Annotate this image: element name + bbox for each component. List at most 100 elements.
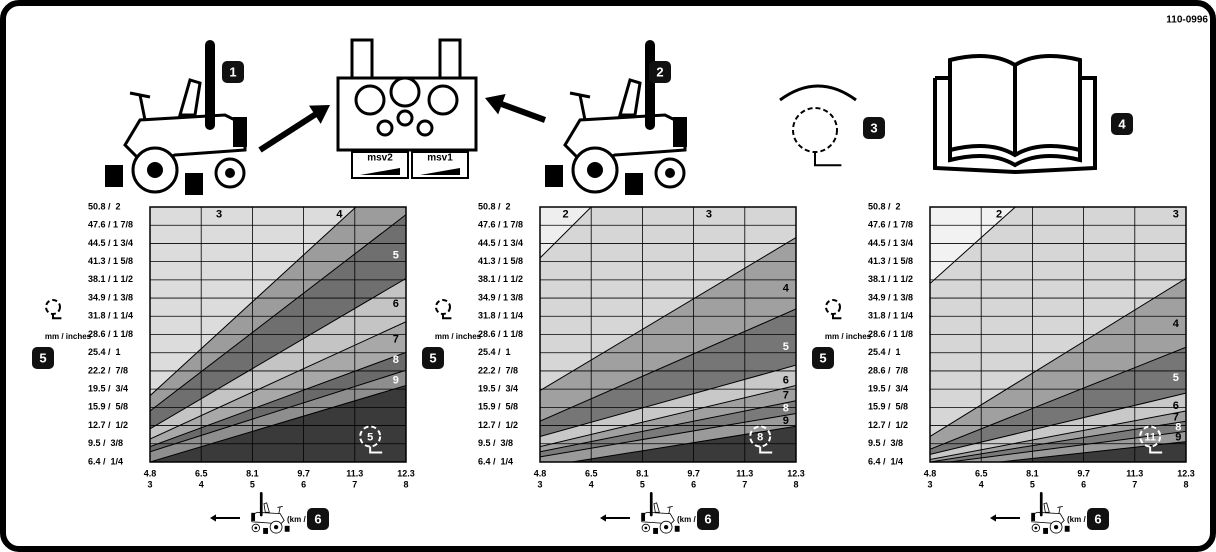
band-label: 6 bbox=[1173, 400, 1179, 412]
band-label: 5 bbox=[393, 249, 399, 261]
tractor-seat bbox=[263, 502, 270, 513]
x-label-km: 8.1 bbox=[1026, 468, 1039, 478]
callout-number: 1 bbox=[229, 64, 236, 79]
units-label: mm / inches bbox=[435, 332, 482, 341]
x-label-mph: 6 bbox=[691, 479, 696, 489]
reel-bracket bbox=[369, 446, 383, 454]
y-label: 31.8 / 1 1/4 bbox=[868, 311, 913, 321]
y-label: 47.6 / 1 7/8 bbox=[478, 220, 523, 230]
y-label: 6.4 / 1/4 bbox=[88, 456, 123, 466]
callout-box bbox=[697, 508, 719, 530]
y-label: 38.1 / 1 1/2 bbox=[88, 274, 133, 284]
band-label: 7 bbox=[783, 390, 789, 402]
callout-number: 6 bbox=[314, 511, 321, 526]
reel-bracket bbox=[442, 314, 452, 320]
x-label-km: 12.3 bbox=[787, 468, 805, 478]
callout-box bbox=[1087, 508, 1109, 530]
y-label: 12.7 / 1/2 bbox=[88, 420, 128, 430]
tractor-rops bbox=[1039, 492, 1043, 517]
band-boundary bbox=[150, 321, 406, 440]
valve-name: msv1 bbox=[427, 153, 453, 164]
reel-bracket bbox=[1149, 446, 1163, 454]
tractor-hub bbox=[1034, 526, 1038, 530]
x-label-mph: 5 bbox=[640, 479, 645, 489]
x-label-mph: 8 bbox=[403, 479, 408, 489]
y-label: 6.4 / 1/4 bbox=[478, 456, 513, 466]
x-label-mph: 3 bbox=[927, 479, 932, 489]
band-boundary bbox=[540, 385, 796, 448]
x-label-km: 9.7 bbox=[1077, 468, 1090, 478]
band-label: 5 bbox=[783, 341, 789, 353]
chart-frame bbox=[929, 206, 1187, 463]
arrow-head bbox=[485, 94, 506, 115]
tractor-hood bbox=[1031, 512, 1036, 521]
tractor-seat bbox=[178, 78, 202, 117]
valve-name: msv2 bbox=[367, 153, 393, 164]
tractor-steering bbox=[1057, 505, 1063, 514]
band-boundary bbox=[540, 207, 592, 259]
valve-gauge bbox=[360, 168, 400, 175]
y-label: 41.3 / 1 5/8 bbox=[88, 256, 133, 266]
callout-number: 4 bbox=[1118, 116, 1126, 131]
callout-box bbox=[649, 61, 671, 83]
band-boundary bbox=[930, 392, 1186, 455]
reel-blade-count: 5 bbox=[367, 431, 373, 443]
arrow-head bbox=[990, 514, 996, 522]
band-boundary bbox=[150, 351, 406, 448]
x-label-mph: 4 bbox=[199, 479, 204, 489]
y-label: 41.3 / 1 5/8 bbox=[478, 256, 523, 266]
band-boundary bbox=[540, 308, 796, 422]
y-label: 31.8 / 1 1/4 bbox=[478, 311, 523, 321]
y-label: 28.6 / 1 1/8 bbox=[478, 329, 523, 339]
valve-gauge bbox=[420, 168, 460, 175]
x-label-km: 11.3 bbox=[346, 468, 363, 478]
callout-box bbox=[222, 61, 244, 83]
x-label-km: 6.5 bbox=[585, 468, 598, 478]
valve-port bbox=[396, 109, 414, 127]
band-label: 6 bbox=[783, 374, 789, 386]
rotation-arrow bbox=[779, 84, 857, 102]
band-label: 4 bbox=[783, 283, 790, 295]
band-label: 5 bbox=[1173, 372, 1179, 384]
callout-number: 5 bbox=[819, 350, 826, 365]
band-boundary bbox=[150, 369, 406, 453]
y-label: 15.9 / 5/8 bbox=[88, 402, 128, 412]
tractor-hood bbox=[251, 512, 256, 521]
tractor-reel bbox=[1043, 527, 1048, 534]
band-label: 2 bbox=[996, 209, 1002, 221]
chart-frame bbox=[149, 206, 407, 463]
tractor-hub bbox=[147, 162, 163, 178]
y-label: 22.2 / 7/8 bbox=[478, 365, 518, 375]
y-label: 47.6 / 1 7/8 bbox=[88, 220, 133, 230]
book-icon bbox=[933, 54, 1097, 175]
reel-icon bbox=[1139, 425, 1162, 448]
y-label: 34.9 / 1 3/8 bbox=[868, 292, 913, 302]
tractor-icon bbox=[105, 40, 247, 195]
valve-fitting bbox=[438, 38, 462, 80]
tractor-reel bbox=[653, 527, 658, 534]
tractor-reel bbox=[625, 173, 643, 195]
y-label: 31.8 / 1 1/4 bbox=[88, 311, 133, 321]
band-label: 7 bbox=[393, 334, 399, 346]
arrow-shaft bbox=[258, 110, 320, 153]
tractor-steering bbox=[569, 91, 591, 121]
arrow-shaft bbox=[497, 100, 547, 123]
callout-number: 6 bbox=[1094, 511, 1101, 526]
decal-code: 110-0996 bbox=[1166, 15, 1208, 26]
band-label: 8 bbox=[1175, 421, 1181, 433]
tractor-hood bbox=[673, 117, 687, 147]
valve-knob bbox=[354, 84, 386, 116]
x-label-km: 4.8 bbox=[924, 468, 937, 478]
y-label: 38.1 / 1 1/2 bbox=[478, 274, 523, 284]
band-label: 6 bbox=[393, 298, 399, 310]
tractor-steering bbox=[277, 505, 283, 514]
band-boundary bbox=[995, 441, 1186, 462]
band-label: 3 bbox=[216, 209, 222, 221]
arrow-head bbox=[600, 514, 606, 522]
tractor-seat bbox=[1043, 502, 1050, 513]
y-label: 22.2 / 7/8 bbox=[88, 365, 128, 375]
y-label: 9.5 / 3/8 bbox=[868, 438, 903, 448]
band-boundary bbox=[540, 364, 796, 437]
y-label: 50.8 / 2 bbox=[478, 201, 511, 211]
callout-number: 3 bbox=[870, 120, 877, 135]
